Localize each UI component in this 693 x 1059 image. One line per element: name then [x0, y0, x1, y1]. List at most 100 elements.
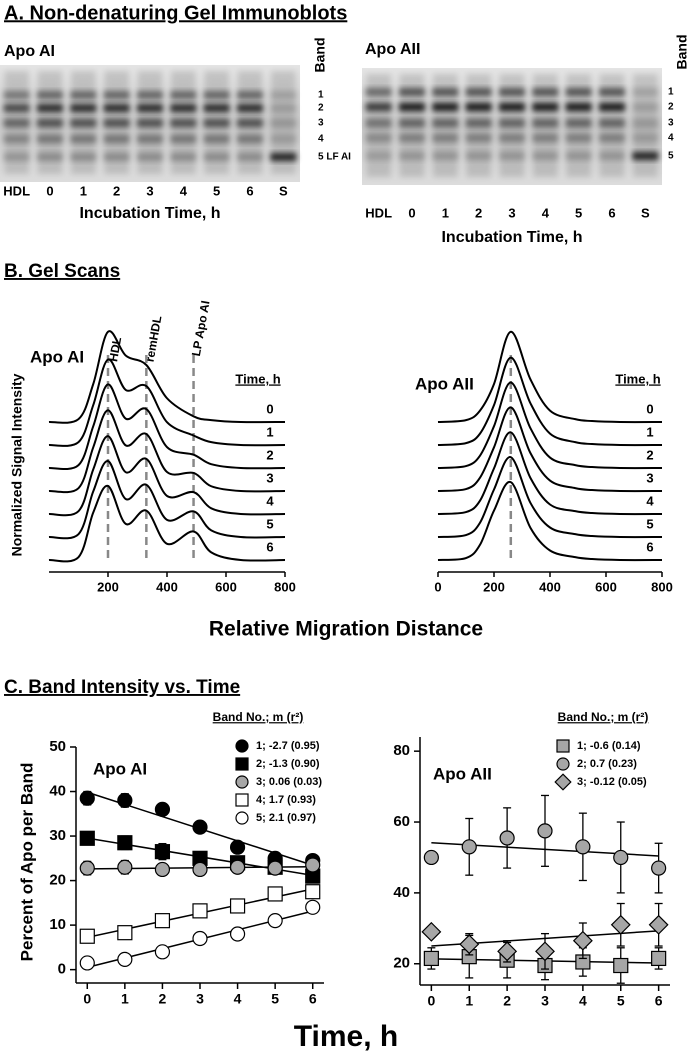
scan-line	[48, 460, 286, 540]
legend-title: Time, h	[235, 371, 280, 386]
gel-smear	[466, 74, 491, 177]
gel-smear	[366, 74, 391, 177]
data-point	[192, 819, 208, 835]
reference-label: HDL	[106, 336, 124, 363]
legend-marker	[235, 739, 249, 753]
data-point	[229, 898, 246, 914]
scan-line	[48, 409, 286, 494]
data-point	[613, 957, 629, 974]
data-point	[651, 950, 667, 967]
scan-line	[48, 358, 286, 447]
data-point	[79, 928, 95, 944]
legend-title: Band No.; m (r²)	[558, 710, 649, 724]
legend-label: 6	[266, 539, 273, 554]
data-point	[154, 844, 171, 860]
x-axis-label: Incubation Time, h	[441, 229, 582, 246]
data-point	[651, 860, 667, 876]
scan-line	[437, 406, 663, 493]
band-header: Band	[674, 35, 690, 70]
x-tick-label: 0	[83, 991, 91, 1007]
band-label: 1	[318, 90, 324, 101]
legend-marker	[235, 793, 249, 807]
x-tick-label: 2	[159, 991, 167, 1007]
y-axis-label: Normalized Signal Intensity	[9, 373, 25, 556]
band-label: 4	[318, 134, 324, 145]
gel-smear	[4, 71, 29, 174]
y-tick-label: 50	[49, 738, 66, 755]
band-header: Band	[312, 38, 328, 73]
gel-smear	[171, 71, 196, 174]
scan-line	[48, 484, 286, 563]
x-tick-label: 0	[434, 579, 441, 594]
panel-title: B. Gel Scans	[4, 261, 120, 282]
chart-title: Apo AI	[93, 759, 147, 778]
data-point	[610, 914, 631, 935]
lane-label: S	[641, 205, 650, 220]
data-point	[117, 859, 133, 875]
data-point	[267, 886, 283, 902]
data-point	[305, 884, 321, 900]
lane-label: 6	[608, 205, 615, 220]
scan-line	[437, 381, 663, 470]
lane-label: 1	[442, 205, 449, 220]
legend-marker	[556, 739, 570, 753]
legend-label: 4	[266, 493, 274, 508]
scan-line	[48, 435, 286, 517]
y-tick-label: 10	[49, 916, 66, 933]
legend-label: 1; -2.7 (0.95)	[256, 740, 320, 752]
legend-label: 0	[646, 401, 653, 416]
legend-marker	[235, 757, 249, 771]
x-tick-label: 4	[234, 991, 242, 1007]
data-point	[421, 921, 442, 942]
x-tick-label: 400	[539, 579, 561, 594]
gel-smear	[71, 71, 96, 174]
data-point	[79, 860, 95, 876]
x-tick-label: 800	[274, 579, 296, 594]
legend-label: 5	[646, 516, 653, 531]
legend-label: 2	[266, 447, 273, 462]
legend-label: 2; -1.3 (0.90)	[256, 758, 320, 770]
legend-label: 0	[266, 401, 273, 416]
x-tick-label: 600	[215, 579, 237, 594]
x-tick-label: 4	[579, 993, 587, 1009]
data-point	[572, 930, 593, 951]
scan-line	[48, 330, 286, 424]
data-point	[154, 801, 171, 817]
band-label: 3	[318, 118, 324, 129]
band-label: 5 LF AI	[318, 152, 351, 163]
lane-label: 3	[508, 205, 515, 220]
gel-smear	[104, 71, 129, 174]
legend-label: 5	[266, 516, 273, 531]
legend-label: 1; -0.6 (0.14)	[577, 740, 641, 752]
x-tick-label: 2	[503, 993, 511, 1009]
data-point	[79, 830, 95, 846]
legend-label: 4; 1.7 (0.93)	[256, 794, 316, 806]
lane-label: HDL	[3, 183, 30, 198]
band-label: 5	[668, 151, 674, 162]
data-point	[499, 830, 515, 846]
x-axis-label: Relative Migration Distance	[209, 618, 483, 641]
legend-marker	[554, 773, 572, 791]
band-label: 2	[668, 102, 674, 113]
y-tick-label: 30	[49, 827, 66, 844]
band-label: 1	[668, 87, 674, 98]
data-point	[79, 955, 95, 971]
x-tick-label: 600	[595, 579, 617, 594]
scan-line	[48, 383, 286, 471]
lane-label: S	[279, 183, 288, 198]
y-tick-label: 20	[49, 872, 66, 889]
x-tick-label: 800	[651, 579, 673, 594]
chart-title: Apo AI	[30, 347, 84, 366]
lane-label: 5	[213, 183, 220, 198]
lane-label: 3	[146, 183, 153, 198]
panel-title: C. Band Intensity vs. Time	[4, 677, 240, 698]
gel-smear	[500, 74, 524, 177]
data-point	[192, 930, 208, 947]
lane-label: 4	[542, 205, 550, 220]
gel-smear	[433, 74, 458, 177]
legend-label: 2	[646, 447, 653, 462]
lane-label: 2	[475, 205, 482, 220]
data-point	[117, 835, 133, 851]
lane-label: 4	[180, 183, 188, 198]
